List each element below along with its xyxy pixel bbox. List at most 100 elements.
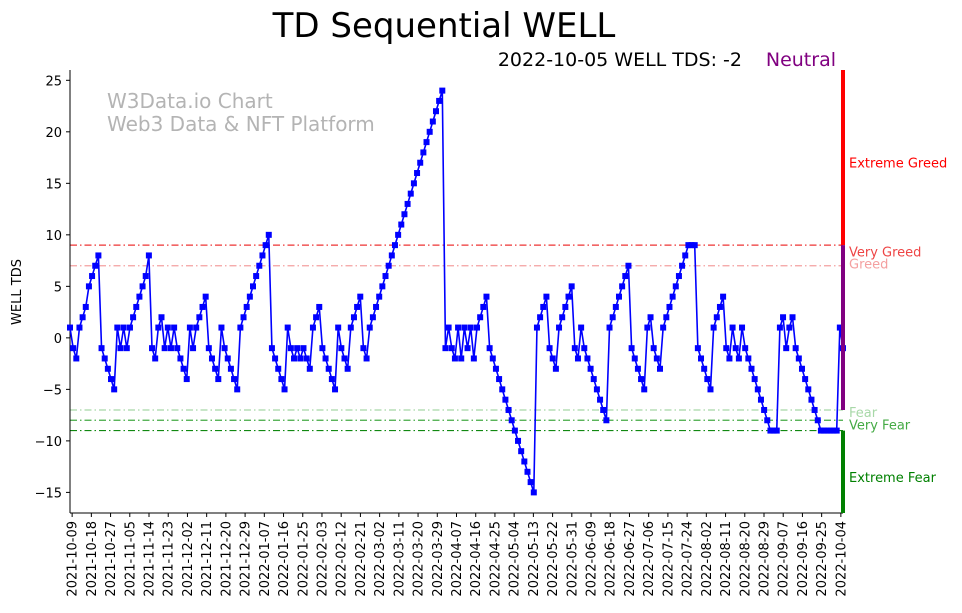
data-point <box>647 314 654 321</box>
data-point <box>770 427 777 434</box>
data-point <box>786 324 793 331</box>
data-point <box>186 324 193 331</box>
x-tick-label: 2022-05-22 <box>546 521 561 597</box>
data-point <box>458 355 465 362</box>
data-point <box>199 303 206 310</box>
data-point <box>537 314 544 321</box>
data-point <box>638 376 645 383</box>
data-point <box>669 293 676 300</box>
data-point <box>720 293 727 300</box>
y-tick-label: 0 <box>54 332 62 347</box>
x-tick-label: 2022-03-02 <box>373 521 388 597</box>
data-point <box>565 293 572 300</box>
x-tick-label: 2022-04-25 <box>488 521 503 597</box>
data-point <box>432 108 439 115</box>
x-tick-label: 2022-09-07 <box>777 521 792 597</box>
data-point <box>527 479 534 486</box>
data-point <box>811 406 818 413</box>
data-point <box>543 293 550 300</box>
data-point <box>208 355 215 362</box>
data-point <box>578 324 585 331</box>
data-point <box>123 345 130 352</box>
data-point <box>152 355 159 362</box>
y-tick-label: −5 <box>43 383 62 398</box>
data-point <box>688 242 695 249</box>
data-point <box>508 417 515 424</box>
data-point <box>426 128 433 135</box>
data-point <box>622 273 629 280</box>
data-point <box>836 324 843 331</box>
chart-title: TD Sequential WELL <box>272 6 616 46</box>
x-tick-label: 2022-04-07 <box>450 521 465 597</box>
y-tick-label: 5 <box>54 280 62 295</box>
x-tick-label: 2021-10-27 <box>104 521 119 597</box>
data-point <box>533 324 540 331</box>
data-point <box>612 303 619 310</box>
data-point <box>120 324 127 331</box>
data-point <box>275 365 282 372</box>
data-point <box>606 324 613 331</box>
data-point <box>682 252 689 259</box>
data-point <box>234 386 241 393</box>
series-well-tds <box>67 87 846 496</box>
data-point <box>571 345 578 352</box>
data-point <box>262 242 269 249</box>
data-point <box>764 417 771 424</box>
data-point <box>552 365 559 372</box>
data-point <box>193 324 200 331</box>
x-tick-label: 2021-12-02 <box>181 521 196 597</box>
x-tick-label: 2022-05-13 <box>527 521 542 597</box>
data-point <box>284 324 291 331</box>
data-point <box>79 314 86 321</box>
data-point <box>376 293 383 300</box>
data-point <box>407 190 414 197</box>
data-point <box>439 87 446 94</box>
data-point <box>518 448 525 455</box>
data-point <box>149 345 156 352</box>
data-point <box>404 200 411 207</box>
data-point <box>92 262 99 269</box>
data-point <box>556 324 563 331</box>
data-point <box>278 376 285 383</box>
data-point <box>354 303 361 310</box>
data-point <box>663 314 670 321</box>
x-tick-label: 2022-02-03 <box>315 521 330 597</box>
data-point <box>177 355 184 362</box>
data-point <box>833 427 840 434</box>
data-point <box>341 355 348 362</box>
data-point <box>237 324 244 331</box>
data-point <box>205 345 212 352</box>
x-tick-label: 2022-09-25 <box>815 521 830 597</box>
data-point <box>325 365 332 372</box>
data-point <box>268 345 275 352</box>
data-point <box>300 345 307 352</box>
data-point <box>202 293 209 300</box>
data-point <box>117 345 124 352</box>
data-point <box>767 427 774 434</box>
data-point <box>521 458 528 465</box>
y-tick-label: 20 <box>45 126 62 141</box>
data-point <box>104 365 111 372</box>
side-label-extreme-greed: Extreme Greed <box>849 157 947 172</box>
data-point <box>568 283 575 290</box>
x-tick-label: 2022-01-16 <box>277 521 292 597</box>
data-point <box>95 252 102 259</box>
x-tick-label: 2022-06-27 <box>623 521 638 597</box>
data-point <box>502 396 509 403</box>
data-point <box>751 376 758 383</box>
series-line <box>69 90 844 493</box>
data-point <box>754 386 761 393</box>
data-point <box>802 376 809 383</box>
data-point <box>357 293 364 300</box>
data-point <box>126 324 133 331</box>
data-point <box>382 273 389 280</box>
data-point <box>183 376 190 383</box>
data-point <box>483 293 490 300</box>
data-point <box>716 303 723 310</box>
data-point <box>732 345 739 352</box>
data-point <box>603 417 610 424</box>
data-point <box>291 355 298 362</box>
data-point <box>524 468 531 475</box>
data-point <box>698 355 705 362</box>
data-point <box>742 345 749 352</box>
